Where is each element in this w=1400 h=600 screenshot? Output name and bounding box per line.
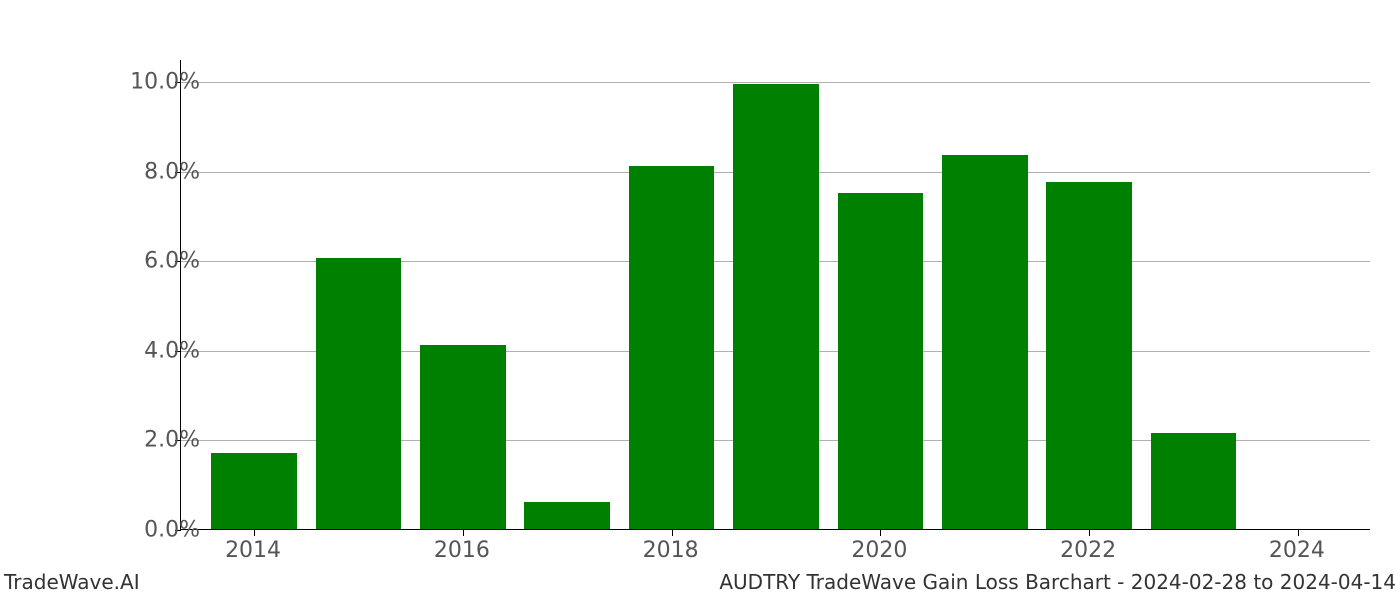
y-tick-label: 8.0%: [144, 159, 200, 184]
x-tick-mark: [672, 530, 673, 536]
x-tick-label: 2014: [225, 538, 281, 563]
y-tick-label: 2.0%: [144, 428, 200, 453]
chart-area: [180, 60, 1370, 530]
bar: [316, 258, 402, 529]
bar: [629, 166, 715, 529]
x-tick-mark: [1298, 530, 1299, 536]
y-tick-label: 10.0%: [130, 70, 200, 95]
bar: [1046, 182, 1132, 529]
bar: [1151, 433, 1237, 529]
x-tick-label: 2024: [1269, 538, 1325, 563]
bar: [838, 193, 924, 529]
bar: [211, 453, 297, 529]
bar: [942, 155, 1028, 529]
x-tick-label: 2016: [434, 538, 490, 563]
x-tick-mark: [254, 530, 255, 536]
x-tick-mark: [1089, 530, 1090, 536]
x-tick-label: 2018: [643, 538, 699, 563]
footer-right-text: AUDTRY TradeWave Gain Loss Barchart - 20…: [719, 570, 1396, 594]
footer-left-text: TradeWave.AI: [4, 570, 140, 594]
bar: [733, 84, 819, 529]
bar: [524, 502, 610, 529]
x-tick-mark: [463, 530, 464, 536]
plot-area: [180, 60, 1370, 530]
y-tick-label: 4.0%: [144, 338, 200, 363]
bar: [420, 345, 506, 529]
x-tick-label: 2022: [1060, 538, 1116, 563]
x-tick-label: 2020: [851, 538, 907, 563]
y-tick-label: 0.0%: [144, 518, 200, 543]
x-tick-mark: [880, 530, 881, 536]
y-tick-label: 6.0%: [144, 249, 200, 274]
